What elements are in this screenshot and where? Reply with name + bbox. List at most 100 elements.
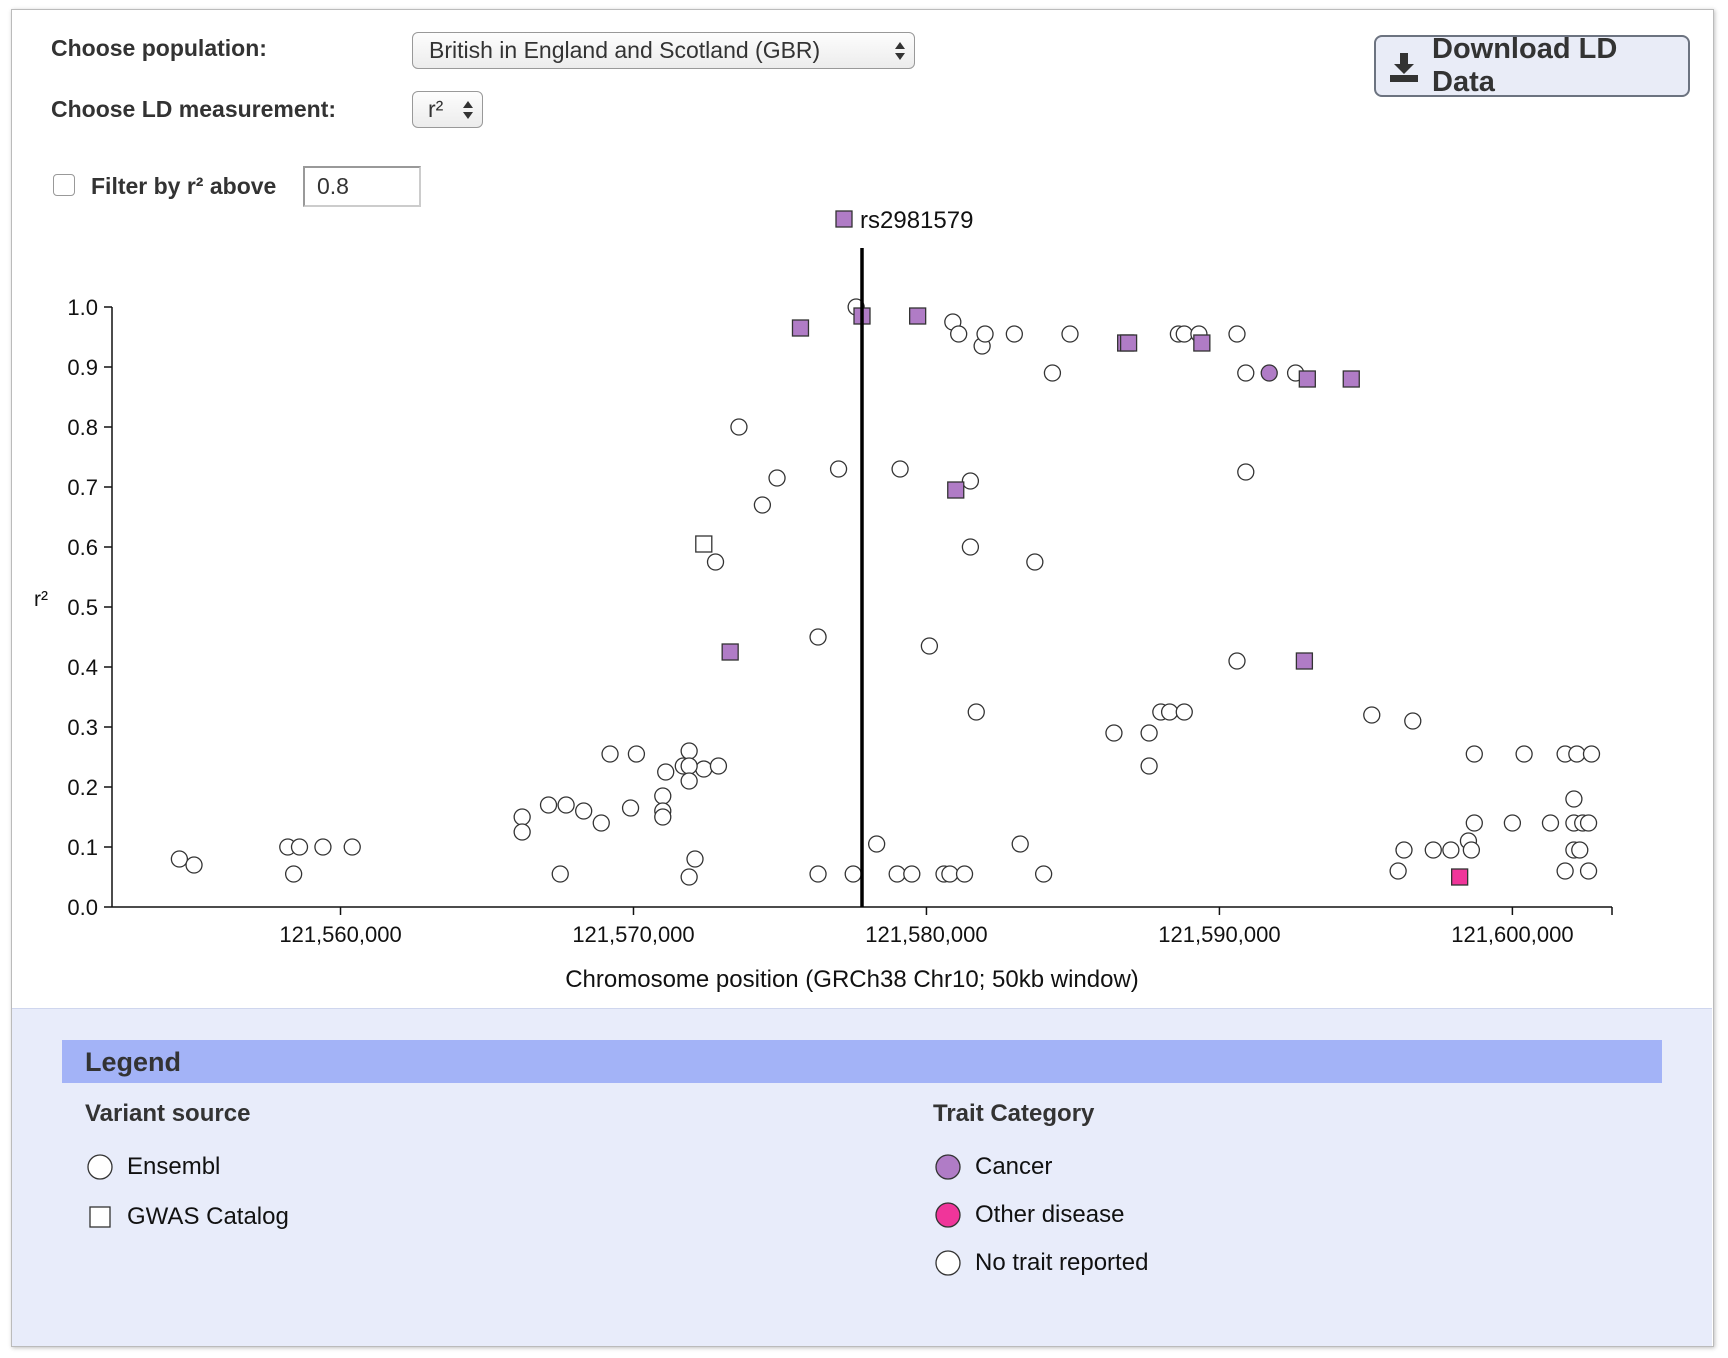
point: [1442, 841, 1460, 859]
point: [680, 772, 698, 790]
point: [1237, 364, 1255, 382]
point: [920, 637, 939, 655]
point: [1140, 724, 1158, 742]
point: [592, 814, 610, 832]
legend-symbol: [87, 1154, 113, 1180]
y-tick-label: 0.2: [67, 775, 98, 800]
point: [1295, 652, 1314, 670]
point: [551, 865, 569, 883]
legend-symbol: [935, 1202, 961, 1228]
point: [1571, 841, 1589, 859]
point: [1565, 790, 1583, 808]
lead-label: rs2981579: [860, 207, 973, 234]
point: [1119, 334, 1138, 352]
x-tick-label: 121,580,000: [865, 922, 987, 947]
point: [791, 319, 810, 337]
point: [844, 865, 862, 883]
point: [976, 325, 994, 343]
select-caret: [895, 41, 905, 60]
point: [680, 868, 698, 886]
point: [1465, 814, 1483, 832]
legend-header: [62, 1040, 1662, 1083]
legend-symbol: [935, 1154, 961, 1180]
y-tick-label: 0.7: [67, 475, 98, 500]
population-value: British in England and Scotland (GBR): [429, 37, 821, 63]
point: [721, 643, 739, 661]
point: [809, 628, 827, 646]
point: [1105, 724, 1123, 742]
point: [627, 745, 646, 763]
legend-item: GWAS Catalog: [87, 1203, 289, 1231]
point: [1462, 841, 1481, 859]
legend-marker: [87, 1154, 113, 1180]
y-tick-label: 0.8: [67, 415, 98, 440]
point: [1556, 862, 1574, 880]
legend-label: Ensembl: [127, 1153, 221, 1180]
point: [1005, 325, 1023, 343]
x-tick-label: 121,600,000: [1451, 922, 1573, 947]
legend-marker: [935, 1154, 961, 1180]
point: [284, 865, 303, 883]
point: [1160, 703, 1179, 721]
point: [1228, 652, 1246, 670]
download-button[interactable]: Download LD Data: [1374, 33, 1690, 98]
point: [1395, 841, 1413, 859]
panel-frame: [11, 9, 1714, 1347]
point: [680, 757, 698, 775]
filter-value: 0.8: [317, 173, 349, 199]
point: [1175, 703, 1193, 721]
legend-label: Cancer: [975, 1153, 1053, 1180]
x-tick-label: 121,570,000: [572, 922, 694, 947]
y-tick-label: 0.3: [67, 715, 98, 740]
point: [829, 460, 848, 478]
point: [888, 865, 906, 883]
point: [1342, 370, 1360, 388]
select-caret: [463, 100, 473, 119]
y-axis-label: r²: [34, 588, 48, 611]
point: [809, 865, 827, 883]
point: [1140, 757, 1158, 775]
legend-label: GWAS Catalog: [127, 1203, 289, 1230]
x-tick-label: 121,590,000: [1158, 922, 1280, 947]
legend-marker: [935, 1250, 961, 1276]
legend-marker: [935, 1202, 961, 1228]
download-label: Download LD Data: [1432, 33, 1618, 98]
point: [686, 850, 704, 868]
point: [343, 838, 361, 856]
point: [891, 460, 909, 478]
point: [695, 535, 713, 553]
point: [961, 472, 980, 490]
point: [680, 742, 698, 760]
x-axis-label: Chromosome position (GRCh38 Chr10; 50kb …: [565, 966, 1139, 993]
population-select[interactable]: British in England and Scotland (GBR): [412, 32, 915, 69]
point: [695, 760, 713, 778]
legend-symbol: [935, 1250, 961, 1276]
point: [1424, 841, 1442, 859]
point: [1465, 745, 1483, 763]
point: [706, 553, 725, 571]
point: [1175, 325, 1193, 343]
point: [867, 835, 886, 853]
y-tick-label: 1.0: [67, 295, 98, 320]
filter-checkbox[interactable]: [53, 174, 75, 196]
point: [967, 703, 985, 721]
measure-value: r²: [428, 96, 444, 122]
point: [290, 838, 309, 856]
measure-select[interactable]: r²: [412, 91, 483, 128]
chart: 0.0 0.1 0.2 0.3 0.4 0.5 0.6 0.7 0.8 0.9 1.0 121,560…: [34, 207, 1613, 993]
point: [1034, 865, 1053, 883]
point: [903, 865, 921, 883]
legend-item: No trait reported: [935, 1249, 1148, 1277]
point: [1389, 862, 1407, 880]
legend-title: Legend: [85, 1047, 182, 1077]
point: [730, 418, 748, 436]
point: [314, 838, 332, 856]
point: [575, 802, 593, 820]
point: [950, 325, 968, 343]
point: [947, 481, 965, 499]
point: [513, 823, 531, 841]
point: [513, 808, 531, 826]
point: [1363, 706, 1381, 724]
filter-input[interactable]: 0.8: [303, 166, 421, 207]
point: [709, 757, 728, 775]
